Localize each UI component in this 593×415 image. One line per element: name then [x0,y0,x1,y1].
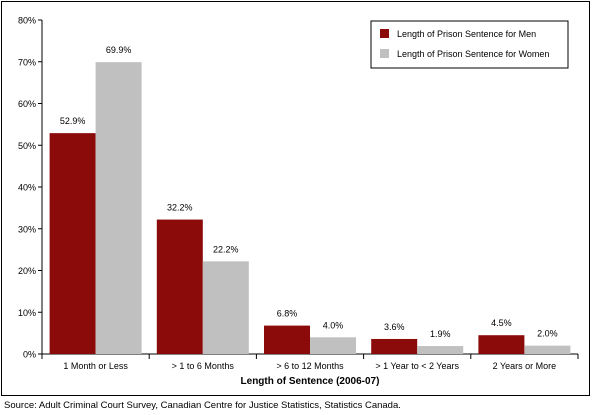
x-tick-label: > 6 to 12 Months [276,361,344,371]
bar [202,261,249,354]
chart-frame [1,1,590,396]
x-tick-label: 2 Years or More [493,361,557,371]
chart-bars [49,62,571,354]
data-label: 4.0% [323,320,344,330]
y-tick-label: 40% [18,183,36,193]
bar [49,133,96,354]
legend-swatch [380,29,389,38]
chart-axes: 0% 10% 20% 30% 40% 50% 60% 70% 80% 1 Month or Les… [18,16,579,371]
x-tick-label: > 1 Year to < 2 Years [375,361,459,371]
x-tick-label: 1 Month or Less [63,361,128,371]
x-tick-label: > 1 to 6 Months [172,361,235,371]
y-tick-label: 60% [18,99,36,109]
data-label: 32.2% [167,203,193,213]
bar-chart: 0% 10% 20% 30% 40% 50% 60% 70% 80% 1 Month or Les… [18,16,579,387]
y-tick-label: 70% [18,57,36,67]
bar [264,325,310,354]
data-label: 69.9% [106,45,132,55]
y-tick-label: 0% [23,350,36,360]
data-label: 6.8% [277,309,298,319]
y-tick-label: 20% [18,266,36,276]
x-axis-title: Length of Sentence (2006-07) [241,376,380,387]
legend-box [370,20,569,69]
legend-label: Length of Prison Sentence for Men [397,29,536,39]
bar [371,338,418,354]
bar [524,345,571,354]
data-label: 1.9% [430,329,451,339]
y-tick-label: 80% [18,16,36,26]
y-tick-label: 10% [18,308,36,318]
y-tick-label: 50% [18,141,36,151]
data-label: 4.5% [491,318,512,328]
source-note: Source: Adult Criminal Court Survey, Can… [4,400,401,411]
data-label: 22.2% [213,244,239,254]
data-label: 3.6% [384,322,405,332]
data-label: 2.0% [537,329,558,339]
bar [95,62,142,354]
bar [417,346,464,354]
bar [156,219,203,354]
legend-swatch [380,49,389,58]
y-tick-label: 30% [18,224,36,234]
chart-data-labels: 52.9% 69.9% 32.2% 22.2% 6.8% 4.0% 3.6% 1.9% 4.5%… [60,45,558,339]
legend-label: Length of Prison Sentence for Women [397,49,549,59]
bar [478,335,525,354]
legend: Length of Prison Sentence for Men Length … [370,20,569,69]
bar [310,337,356,354]
data-label: 52.9% [60,116,86,126]
